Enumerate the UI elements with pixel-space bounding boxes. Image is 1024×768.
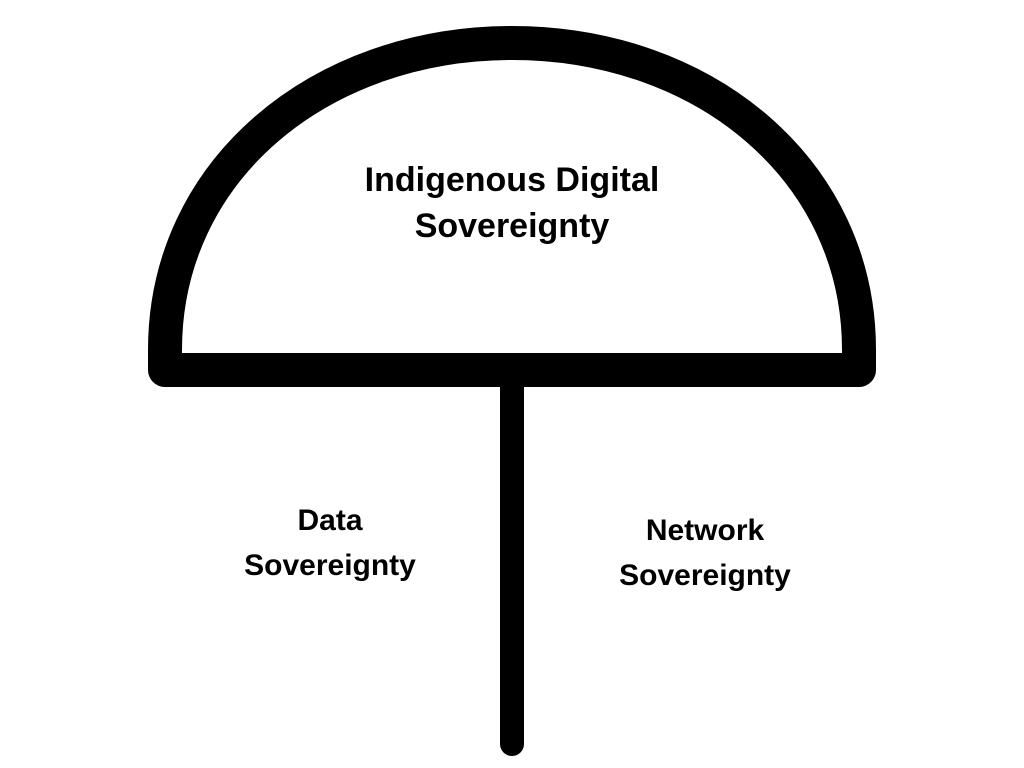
- right-label-line1: Network: [646, 514, 764, 547]
- left-label: Data Sovereignty: [180, 498, 480, 588]
- right-label-line2: Sovereignty: [619, 559, 791, 592]
- right-label: Network Sovereignty: [545, 508, 865, 598]
- left-label-line2: Sovereignty: [244, 549, 416, 582]
- sovereignty-umbrella-diagram: Indigenous Digital Sovereignty Data Sove…: [0, 0, 1024, 768]
- left-label-line1: Data: [297, 504, 362, 537]
- umbrella-icon: [0, 0, 1024, 768]
- top-label-line1: Indigenous Digital: [365, 161, 660, 199]
- top-label-line2: Sovereignty: [415, 207, 610, 245]
- top-label: Indigenous Digital Sovereignty: [262, 158, 762, 250]
